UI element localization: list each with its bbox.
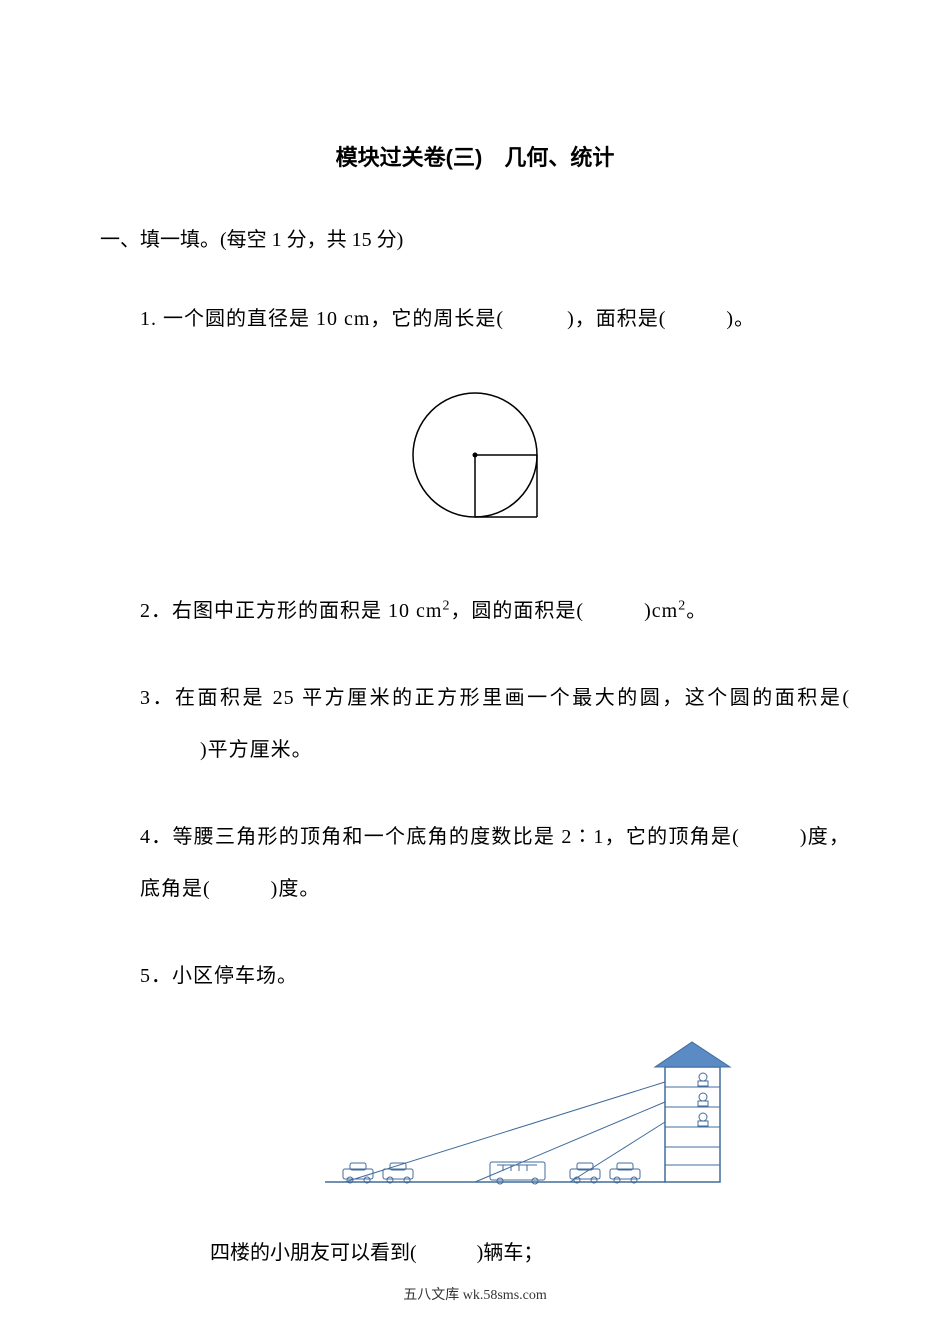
q5-sub-blank [417,1227,477,1279]
q5-sub-prefix: 四楼的小朋友可以看到( [210,1242,417,1264]
q1-suffix: )。 [726,308,755,330]
car-2 [383,1163,413,1183]
question-3: 3．在面积是 25 平方厘米的正方形里画一个最大的圆，这个圆的面积是( )平方厘… [140,672,850,776]
q2-end: 。 [686,600,707,622]
question-2: 2．右图中正方形的面积是 10 cm2，圆的面积是( )cm2。 [140,585,850,637]
q3-suffix: )平方厘米。 [200,739,313,761]
question-5: 5．小区停车场。 [140,950,850,1002]
q5-text: 5．小区停车场。 [140,965,298,987]
car-5 [610,1163,640,1183]
q4-blank-1 [740,811,800,863]
q1-blank-1 [504,293,567,345]
parking-diagram [220,1037,850,1202]
q2-suffix: )cm [644,600,678,622]
q3-blank [140,724,200,776]
q1-mid: )，面积是( [567,308,666,330]
question-4: 4．等腰三角形的顶角和一个底角的度数比是 2∶1，它的顶角是( )度，底角是( … [140,811,850,915]
q5-sub-suffix: )辆车； [477,1242,544,1264]
question-1: 1. 一个圆的直径是 10 cm，它的周长是( )，面积是( )。 [140,293,850,345]
q2-blank [584,585,644,637]
q4-blank-2 [211,863,271,915]
q4-suffix: )度。 [271,878,321,900]
circle-svg [390,380,560,550]
q4-prefix: 4．等腰三角形的顶角和一个底角的度数比是 2∶1，它的顶角是( [140,826,740,848]
footer-text: 五八文库 wk.58sms.com [0,1284,950,1304]
q3-prefix: 3．在面积是 25 平方厘米的正方形里画一个最大的圆，这个圆的面积是( [140,687,850,709]
question-5-sub: 四楼的小朋友可以看到( )辆车； [210,1227,850,1279]
section-header: 一、填一填。(每空 1 分，共 15 分) [100,222,850,258]
page-title: 模块过关卷(三) 几何、统计 [100,140,850,172]
q1-prefix: 1. 一个圆的直径是 10 cm，它的周长是( [140,308,504,330]
q2-prefix: 2．右图中正方形的面积是 10 cm [140,600,442,622]
bus [490,1162,545,1184]
q2-mid: ，圆的面积是( [450,600,584,622]
q2-sup2: 2 [678,598,686,613]
car-1 [343,1163,373,1183]
circle-diagram [100,380,850,555]
parking-svg [325,1037,745,1197]
q1-blank-2 [666,293,726,345]
